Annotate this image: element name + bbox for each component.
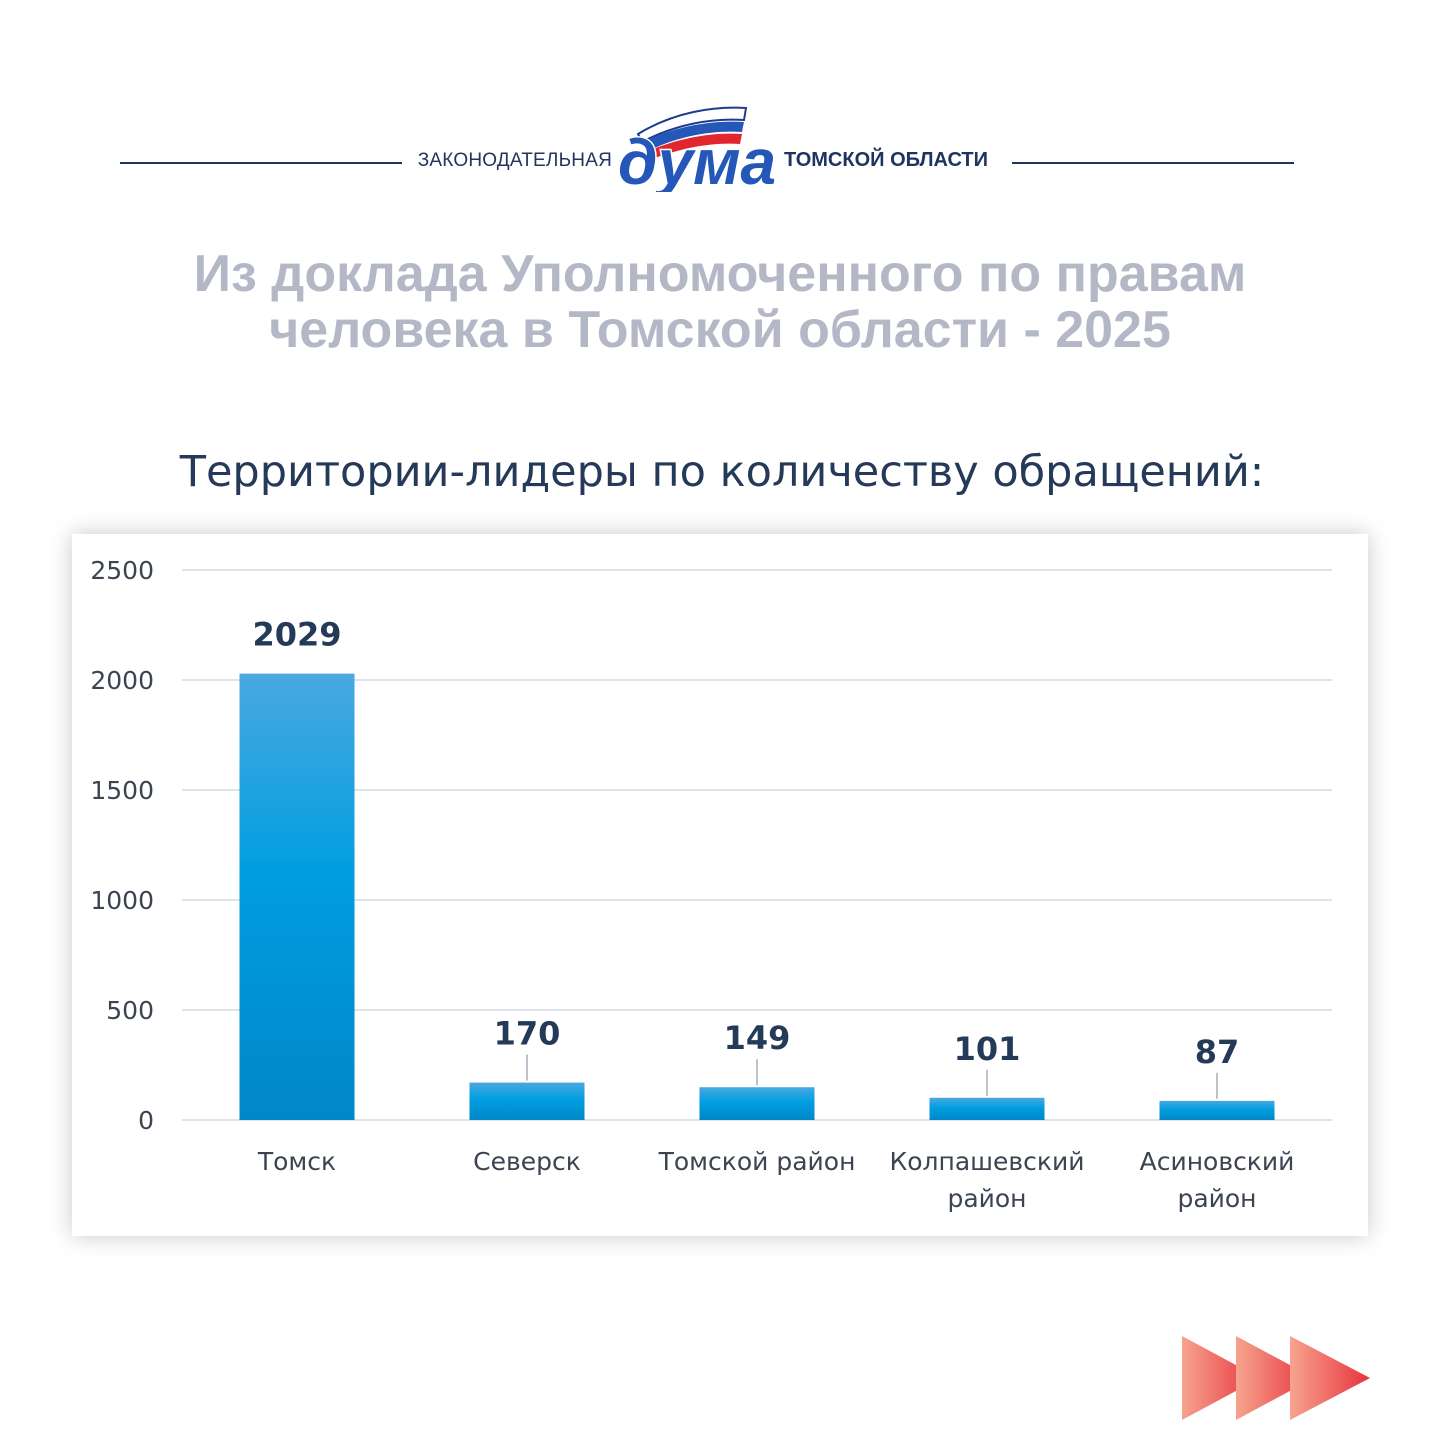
- y-tick-label: 2500: [90, 556, 154, 585]
- bar-chart: 0 500 1000 1500 2000 2500 2029 Томск 170 Северск 1…: [90, 556, 1332, 1213]
- category-label: район: [1177, 1184, 1256, 1213]
- y-tick-label: 1000: [90, 886, 154, 915]
- report-title-line-1: Из доклада Уполномоченного по правам: [193, 245, 1247, 303]
- y-tick-label: 0: [138, 1106, 154, 1135]
- y-tick-label: 500: [106, 996, 154, 1025]
- org-prefix: ЗАКОНОДАТЕЛЬНАЯ: [417, 150, 612, 171]
- duma-logo: дума: [617, 106, 778, 192]
- data-label: 2029: [252, 616, 341, 654]
- data-label: 170: [494, 1015, 561, 1053]
- org-suffix: ТОМСКОЙ ОБЛАСТИ: [784, 149, 989, 171]
- header: ЗАКОНОДАТЕЛЬНАЯ дума ТОМСКОЙ ОБЛАСТИ: [0, 96, 1440, 196]
- bar: [699, 1087, 815, 1120]
- bar: [239, 673, 355, 1120]
- bar: [469, 1082, 585, 1120]
- category-label: Томск: [257, 1147, 336, 1176]
- category-label: район: [947, 1184, 1026, 1213]
- header-rule-right: [1012, 162, 1294, 164]
- bar: [929, 1097, 1045, 1120]
- y-tick-label: 1500: [90, 776, 154, 805]
- category-label: Асиновский: [1140, 1147, 1295, 1176]
- logo-wordmark: дума: [618, 126, 776, 192]
- category-label: Томской район: [658, 1147, 856, 1176]
- header-rule-left: [120, 162, 402, 164]
- report-title: Из доклада Уполномоченного по правам чел…: [60, 246, 1380, 358]
- report-title-line-2: человека в Томской области - 2025: [269, 301, 1171, 359]
- data-label: 149: [724, 1019, 791, 1057]
- data-label: 87: [1195, 1033, 1240, 1071]
- y-tick-label: 2000: [90, 666, 154, 695]
- bar: [1159, 1100, 1275, 1120]
- chart-card: 0 500 1000 1500 2000 2500 2029 Томск 170 Северск 1…: [72, 534, 1368, 1236]
- category-label: Колпашевский: [889, 1147, 1084, 1176]
- chart-heading: Территории-лидеры по количеству обращени…: [179, 447, 1265, 497]
- next-arrows-icon[interactable]: [1178, 1332, 1374, 1424]
- data-label: 101: [954, 1030, 1021, 1068]
- category-label: Северск: [473, 1147, 581, 1176]
